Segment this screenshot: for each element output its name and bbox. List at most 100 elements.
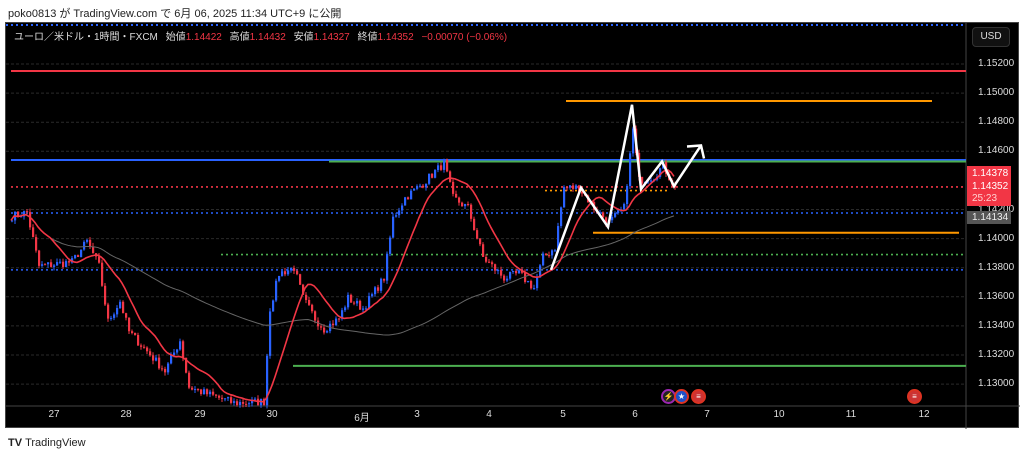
candle-body [485, 257, 488, 262]
open-value: 1.14422 [185, 32, 222, 43]
candle-body [488, 261, 491, 263]
tradingview-logo[interactable]: TV TradingView [8, 437, 86, 449]
candle-body [443, 159, 446, 170]
candle-body [647, 181, 650, 183]
time-tick-label: 29 [194, 409, 206, 420]
eu-flag-icon[interactable]: ★ [674, 389, 689, 404]
candle-body [341, 310, 344, 319]
price-tick-label: 1.14600 [978, 145, 1015, 157]
candle-body [44, 264, 47, 266]
candle-body [32, 227, 35, 238]
low-value: 1.14327 [313, 32, 350, 43]
candle-body [464, 204, 467, 207]
candle-body [107, 304, 110, 319]
candle-body [374, 287, 377, 295]
tv-logo-icon: TV [8, 437, 23, 449]
candle-body [143, 346, 146, 348]
candle-body [173, 352, 176, 356]
candle-body [311, 304, 314, 312]
candle-body [461, 202, 464, 207]
time-tick-label: 28 [120, 409, 132, 420]
candle-body [350, 294, 353, 303]
candle-body [155, 357, 158, 361]
candle-body [149, 351, 152, 356]
price-chart[interactable] [6, 23, 1020, 429]
candle-body [344, 307, 347, 311]
candle-body [98, 256, 101, 263]
candle-body [335, 318, 338, 326]
candle-body [614, 213, 617, 217]
candle-body [380, 278, 383, 291]
candle-body [314, 311, 317, 321]
candle-body [368, 296, 371, 309]
candle-body [479, 238, 482, 245]
candle-body [110, 317, 113, 319]
us-flag-icon[interactable]: ≡ [907, 389, 922, 404]
candle-body [188, 372, 191, 388]
us-flag-icon[interactable]: ≡ [691, 389, 706, 404]
price-tick-label: 1.13800 [978, 261, 1015, 273]
candle-body [476, 230, 479, 239]
time-tick-label: 4 [486, 409, 492, 420]
candle-body [497, 270, 500, 272]
price-tick-label: 1.14200 [978, 203, 1015, 215]
candle-body [326, 331, 329, 333]
chart-panel[interactable]: ユーロ／米ドル・1時間・FXCM 始値1.14422 高値1.14432 安値1… [5, 22, 1020, 429]
candle-body [122, 301, 125, 314]
candle-body [17, 211, 20, 217]
candle-body [248, 403, 251, 405]
candle-body [467, 204, 470, 206]
candle-body [302, 284, 305, 295]
candle-body [245, 403, 248, 405]
candle-body [275, 280, 278, 301]
candle-body [146, 347, 149, 352]
candle-body [59, 261, 62, 263]
candle-body [446, 159, 449, 172]
candle-body [113, 314, 116, 318]
candle-body [518, 270, 521, 274]
candle-body [515, 270, 518, 274]
candle-body [356, 300, 359, 304]
currency-button[interactable]: USD [972, 27, 1010, 47]
candle-body [539, 265, 542, 278]
candle-body [572, 185, 575, 189]
candle-body [56, 262, 59, 266]
candle-body [11, 220, 14, 222]
candle-body [629, 153, 632, 186]
candle-body [305, 294, 308, 300]
candle-body [605, 217, 608, 224]
ma-fast-line [10, 169, 675, 403]
candle-body [194, 389, 197, 391]
candle-body [332, 323, 335, 326]
candle-body [290, 268, 293, 271]
candle-body [452, 181, 455, 194]
candle-body [422, 185, 425, 188]
candle-body [104, 285, 107, 305]
candle-body [20, 216, 23, 218]
time-tick-label: 10 [773, 409, 785, 420]
candle-body [509, 271, 512, 279]
time-tick-label: 7 [704, 409, 710, 420]
candle-body [458, 197, 461, 203]
candle-body [641, 176, 644, 184]
candle-body [377, 287, 380, 291]
price-tick-label: 1.15200 [978, 58, 1015, 69]
candle-body [152, 355, 155, 361]
candle-body [434, 170, 437, 178]
candle-body [581, 191, 584, 194]
symbol-name[interactable]: ユーロ／米ドル・1時間・FXCM [14, 32, 158, 43]
candle-body [227, 397, 230, 399]
candle-body [632, 128, 635, 154]
candle-body [659, 168, 662, 177]
candle-body [191, 387, 194, 390]
candle-body [206, 389, 209, 395]
candle-body [551, 250, 554, 256]
time-tick-label: 30 [266, 409, 278, 420]
candle-body [392, 216, 395, 238]
candle-body [128, 317, 131, 332]
candle-body [170, 355, 173, 364]
candle-body [416, 186, 419, 189]
candle-body [560, 207, 563, 227]
candle-body [413, 188, 416, 191]
candle-body [230, 397, 233, 403]
